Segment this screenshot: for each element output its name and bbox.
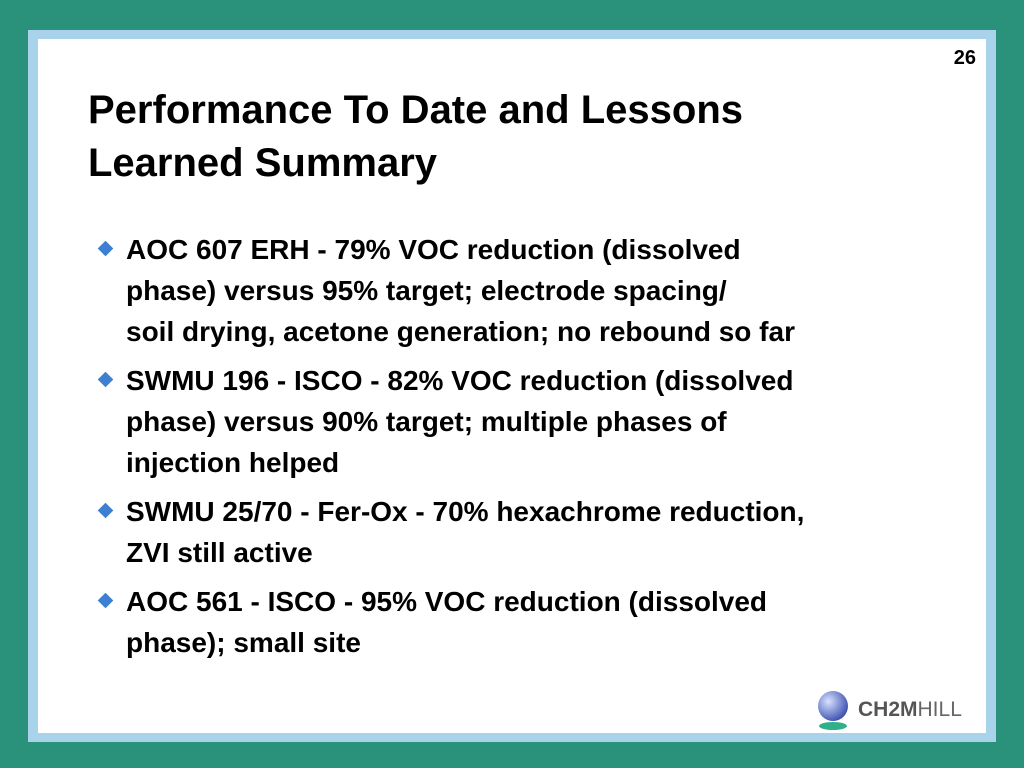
page-number: 26 <box>953 47 976 69</box>
logo-part: HILL <box>917 698 962 721</box>
slide: 26 Performance To Date and Lessons Learn… <box>38 39 986 733</box>
bullet-text: ZVI still active <box>126 537 313 568</box>
bullet-text: SWMU 196 - ISCO - 82% VOC reduction (dis… <box>126 365 794 396</box>
bullet-text: AOC 607 ERH - 79% VOC reduction (dissolv… <box>126 234 741 265</box>
bullet-text: soil drying, acetone generation; no rebo… <box>126 316 795 347</box>
bullet-marker <box>97 240 114 257</box>
slide-title: Performance To Date and Lessons Learned … <box>88 84 743 190</box>
bullet-text: phase); small site <box>126 627 361 658</box>
logo-text: CH2MHILL <box>858 698 962 722</box>
bullet: AOC 607 ERH - 79% VOC reduction (dissolv… <box>97 229 986 352</box>
bullet: AOC 561 - ISCO - 95% VOC reduction (diss… <box>97 581 986 663</box>
logo-icon <box>818 691 848 730</box>
bullet-text: phase) versus 90% target; multiple phase… <box>126 406 727 437</box>
bullet-text: injection helped <box>126 447 340 478</box>
title-line: Learned Summary <box>88 141 438 185</box>
bullet-text: phase) versus 95% target; electrode spac… <box>126 275 727 306</box>
bullet: SWMU 25/70 - Fer-Ox - 70% hexachrome red… <box>97 491 986 573</box>
bullet-text: AOC 561 - ISCO - 95% VOC reduction (diss… <box>126 586 768 617</box>
bullet-list: AOC 607 ERH - 79% VOC reduction (dissolv… <box>97 229 986 671</box>
bullet-marker <box>97 371 114 388</box>
bullet-text: SWMU 25/70 - Fer-Ox - 70% hexachrome red… <box>126 496 805 527</box>
title-line: Performance To Date and Lessons <box>88 88 743 132</box>
bullet-marker <box>97 502 114 519</box>
bullet-marker <box>97 592 114 609</box>
slide-frame: 26 Performance To Date and Lessons Learn… <box>28 30 996 742</box>
logo-part: CH2M <box>858 698 918 721</box>
bullet: SWMU 196 - ISCO - 82% VOC reduction (dis… <box>97 360 986 483</box>
